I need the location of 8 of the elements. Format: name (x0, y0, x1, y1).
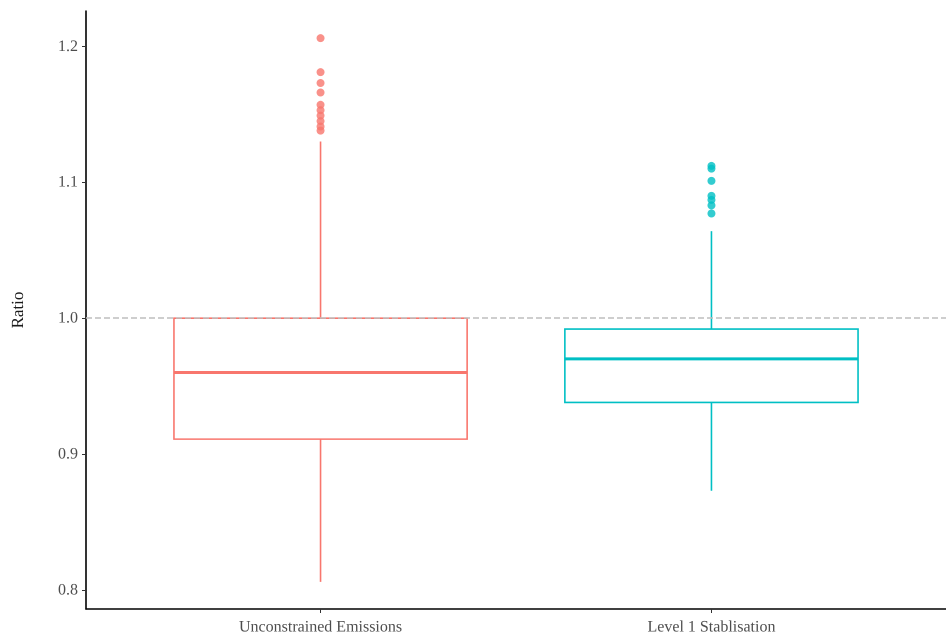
x-tick-label: Level 1 Stablisation (647, 618, 776, 636)
y-tick-label: 0.8 (58, 581, 78, 598)
y-tick-label: 1.0 (58, 310, 78, 327)
y-tick-label: 1.1 (58, 174, 78, 191)
y-axis-title: Ratio (8, 292, 27, 328)
x-tick-label: Unconstrained Emissions (239, 618, 402, 636)
y-tick-label: 0.9 (58, 446, 78, 463)
y-tick-label: 1.2 (58, 38, 78, 55)
